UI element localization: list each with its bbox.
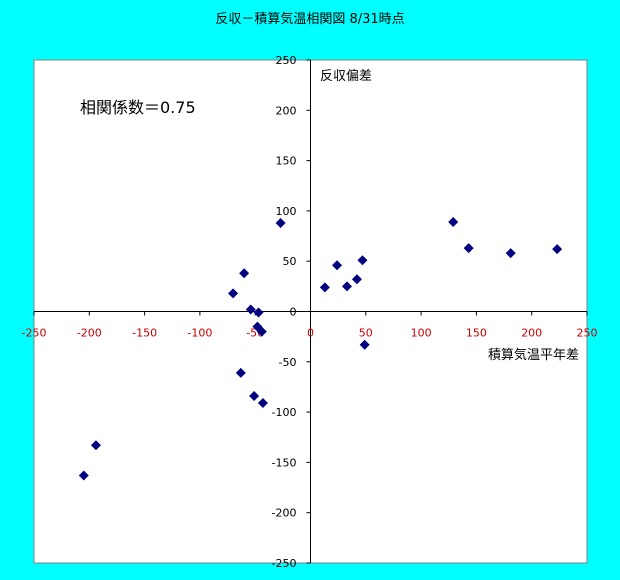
x-tick-label: 250 (577, 327, 598, 340)
x-tick-label: 200 (521, 327, 542, 340)
y-tick-label: 250 (276, 54, 297, 67)
data-point (249, 391, 260, 402)
y-tick-label: 200 (276, 104, 297, 117)
y-tick-label: -250 (272, 557, 297, 570)
data-point (357, 255, 368, 266)
x-axis-title: 積算気温平年差 (488, 347, 579, 363)
x-tick-label: -250 (22, 327, 47, 340)
data-point (505, 248, 516, 259)
data-point (359, 339, 370, 350)
x-tick-label: 150 (466, 327, 487, 340)
data-point (351, 274, 362, 285)
data-points (78, 216, 563, 481)
data-point (341, 281, 352, 292)
data-point (552, 244, 563, 255)
data-point (275, 217, 286, 228)
chart-title: 反収－積算気温相関図 8/31時点 (215, 12, 405, 27)
data-point (257, 398, 268, 409)
data-point (319, 282, 330, 293)
y-tick-label: 150 (276, 155, 297, 168)
correlation-annotation: 相関係数＝0.75 (80, 98, 196, 117)
data-point (256, 326, 267, 337)
data-point (235, 367, 246, 378)
data-point (90, 440, 101, 451)
data-point (245, 304, 256, 315)
y-tick-label: -50 (279, 356, 297, 369)
x-tick-label: 0 (307, 327, 314, 340)
x-tick-label: -200 (77, 327, 102, 340)
data-point (448, 216, 459, 227)
y-tick-label: 50 (283, 255, 297, 268)
data-point (239, 268, 250, 279)
x-tick-label: 100 (411, 327, 432, 340)
tick-labels: -250 -200 -150 -100 -50 0 50 100 150 200 250 -250 -2… (22, 54, 598, 570)
x-tick-label: 50 (359, 327, 373, 340)
data-point (253, 307, 264, 318)
y-tick-label: -150 (272, 456, 297, 469)
y-axis-title: 反収偏差 (320, 69, 372, 84)
x-tick-label: -100 (187, 327, 212, 340)
x-tick-label: -150 (132, 327, 157, 340)
y-tick-label: 100 (276, 205, 297, 218)
data-point (463, 243, 474, 254)
y-tick-label: -200 (272, 507, 297, 520)
data-point (332, 260, 343, 271)
data-point (228, 288, 239, 299)
y-tick-label: 0 (290, 306, 297, 319)
data-point (78, 470, 89, 481)
y-tick-label: -100 (272, 406, 297, 419)
